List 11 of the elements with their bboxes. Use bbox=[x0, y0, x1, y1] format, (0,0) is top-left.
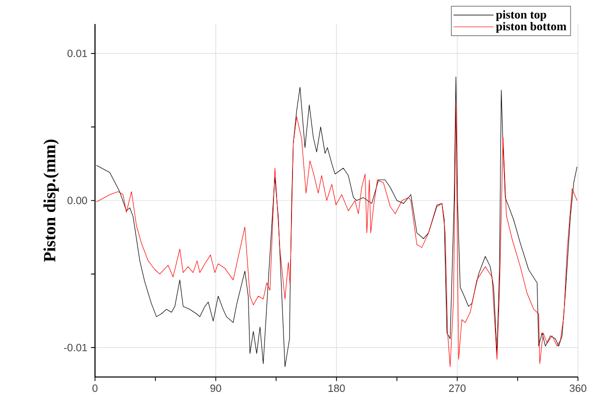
x-tick-label: 0 bbox=[92, 384, 98, 392]
y-tick-label: 0.01 bbox=[68, 50, 87, 58]
y-tick-label: 0.00 bbox=[68, 196, 88, 204]
y-tick-label: -0.01 bbox=[64, 344, 87, 352]
x-tick-label: 90 bbox=[210, 384, 222, 392]
x-tick-label: 360 bbox=[570, 384, 586, 392]
x-tick-label: 270 bbox=[449, 384, 466, 392]
legend-label: piston top bbox=[496, 10, 546, 22]
y-axis-title: Piston disp.(mm) bbox=[43, 140, 59, 262]
x-tick-label: 180 bbox=[328, 384, 345, 392]
legend-label: piston bottom bbox=[496, 22, 566, 33]
